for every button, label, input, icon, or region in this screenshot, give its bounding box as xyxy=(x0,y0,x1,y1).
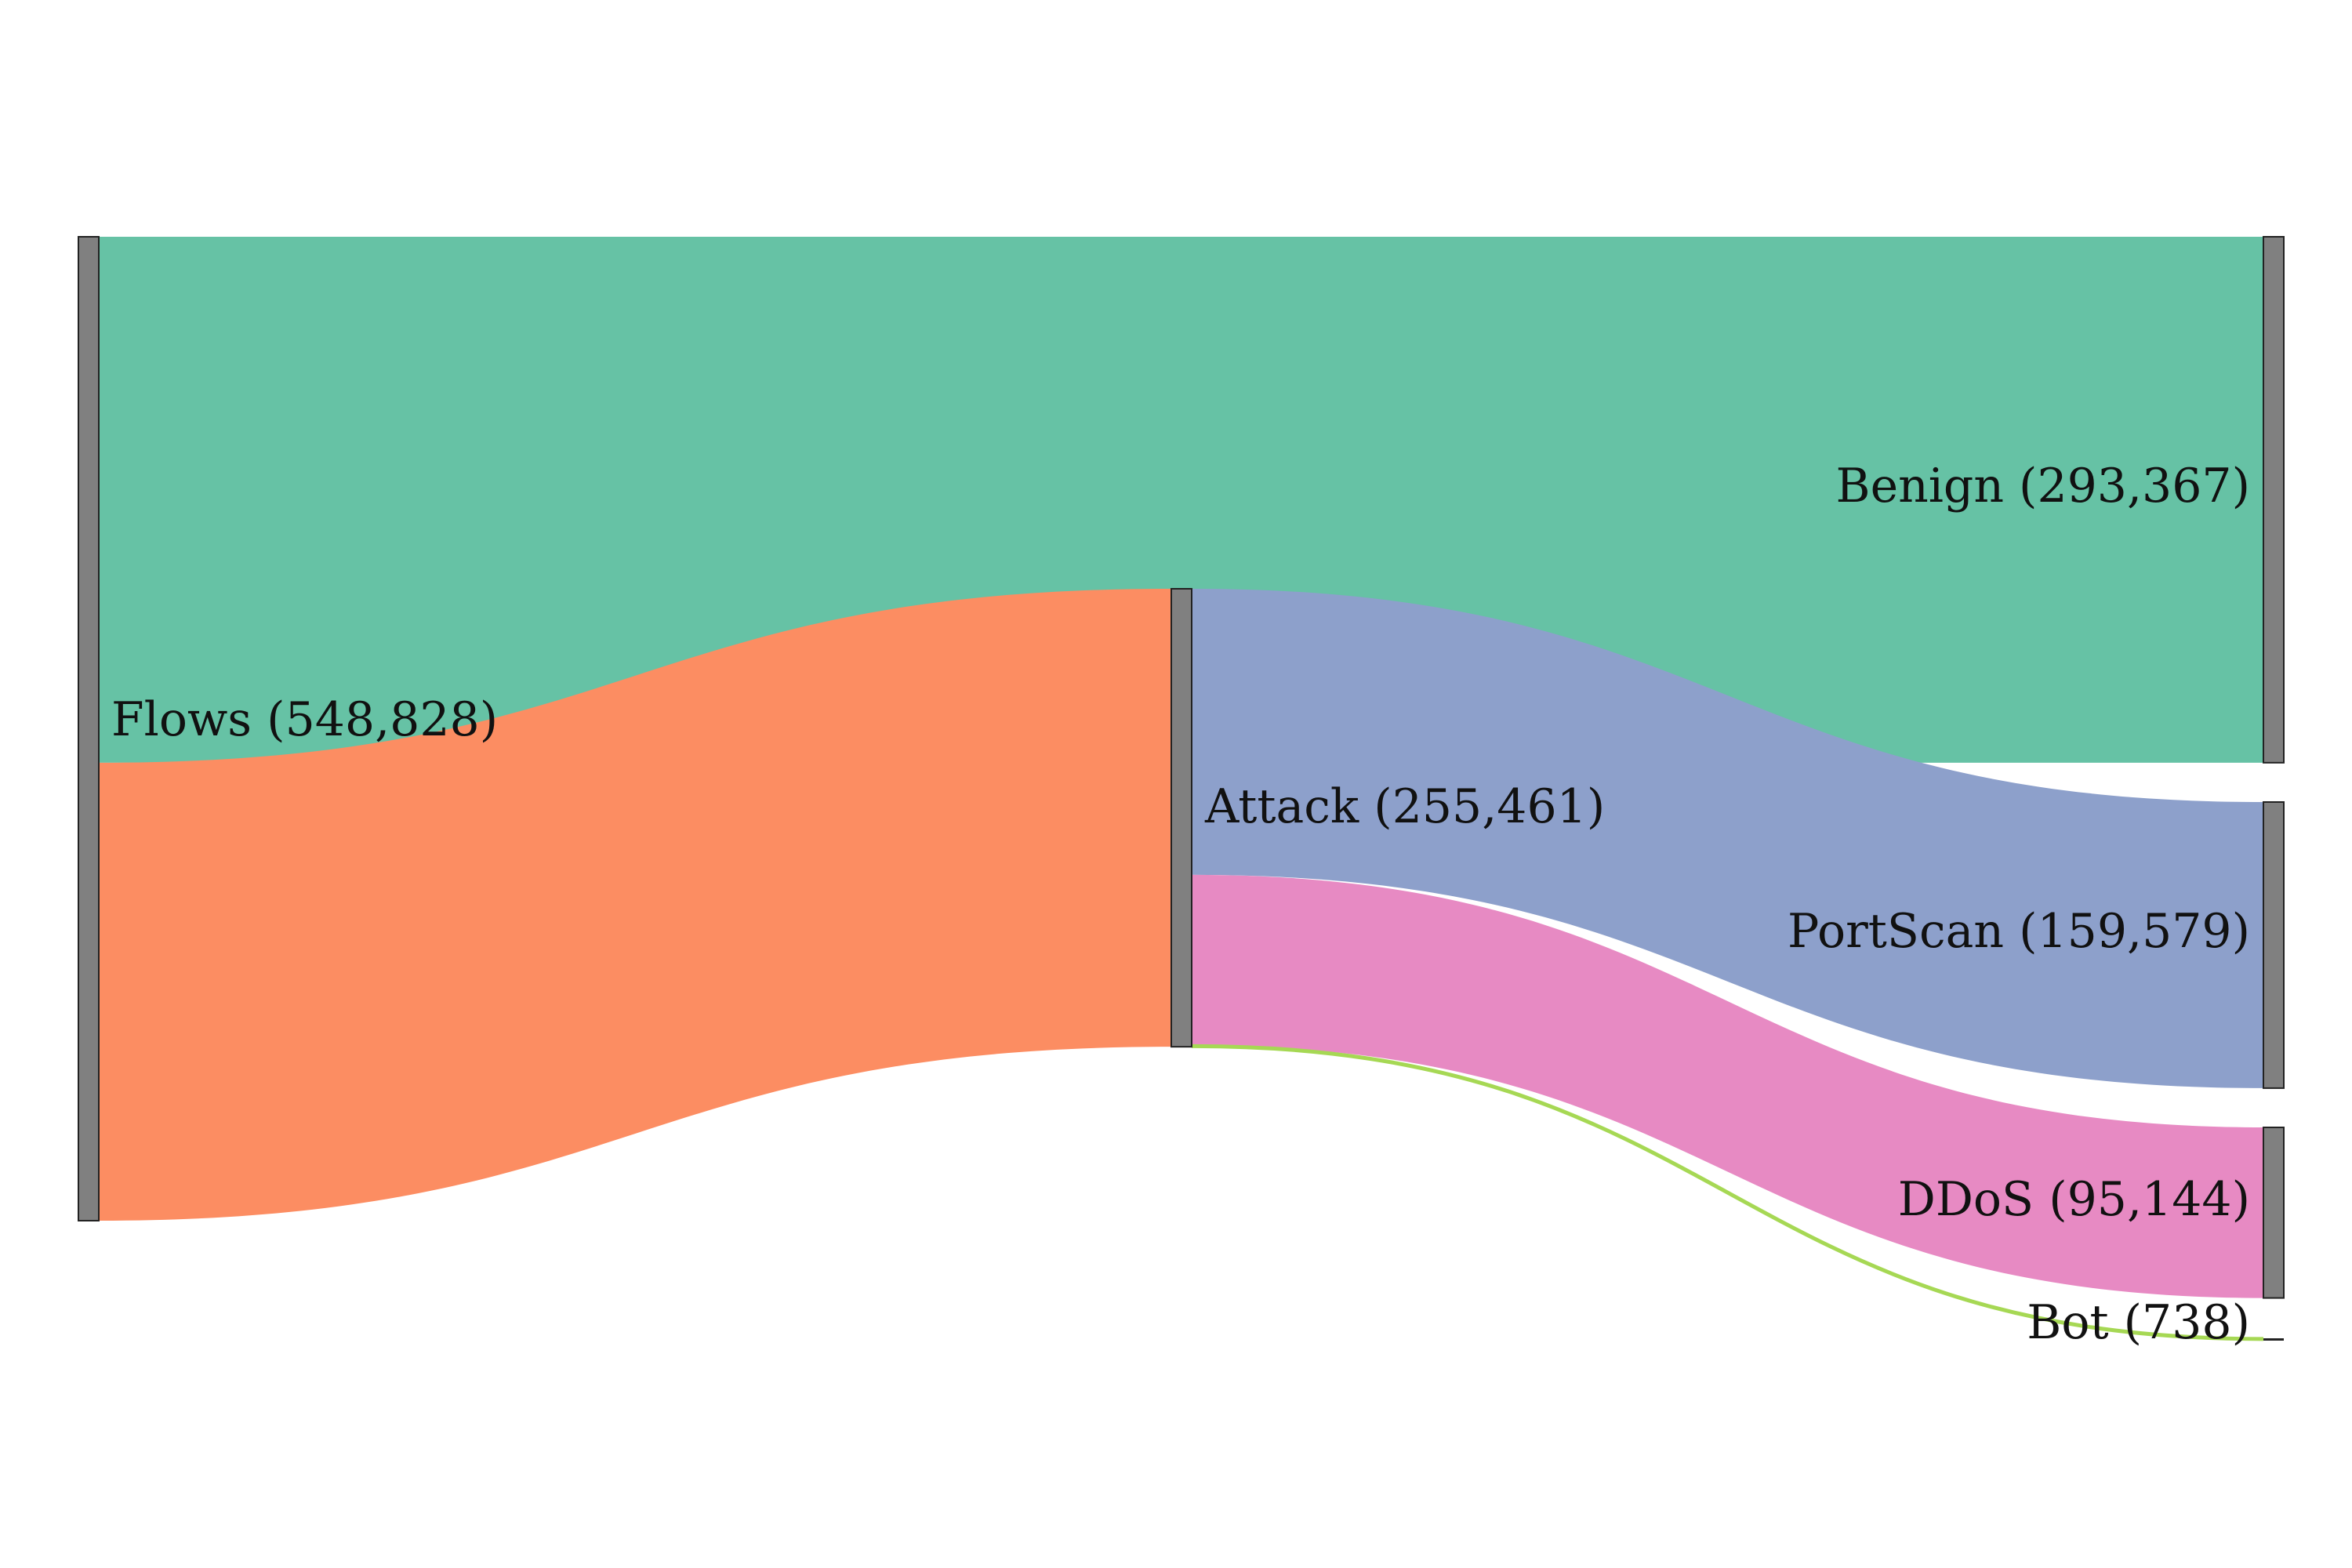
node-flows xyxy=(78,236,100,1221)
node-label-bot: Bot (738) xyxy=(2027,1295,2250,1350)
node-ddos xyxy=(2263,1127,2285,1299)
link-flows-attack xyxy=(99,589,1171,1221)
node-label-attack: Attack (255,461) xyxy=(1204,779,1605,834)
node-attack xyxy=(1171,588,1192,1048)
node-label-flows: Flows (548,828) xyxy=(111,692,498,747)
sankey-nodes xyxy=(78,236,2285,1341)
node-portscan xyxy=(2263,801,2285,1089)
sankey-labels: Flows (548,828) Attack (255,461) Benign … xyxy=(111,459,2250,1350)
sankey-links xyxy=(99,237,2264,1341)
link-flows-benign xyxy=(99,237,2263,763)
link-attack-ddos xyxy=(1192,874,2263,1298)
node-label-ddos: DDoS (95,144) xyxy=(1898,1172,2250,1227)
link-attack-bot xyxy=(1191,1044,2264,1341)
node-label-portscan: PortScan (159,579) xyxy=(1788,904,2250,959)
node-bot xyxy=(2263,1338,2284,1341)
node-benign xyxy=(2263,236,2285,764)
node-label-benign: Benign (293,367) xyxy=(1836,459,2251,514)
link-attack-portscan xyxy=(1192,589,2263,1088)
